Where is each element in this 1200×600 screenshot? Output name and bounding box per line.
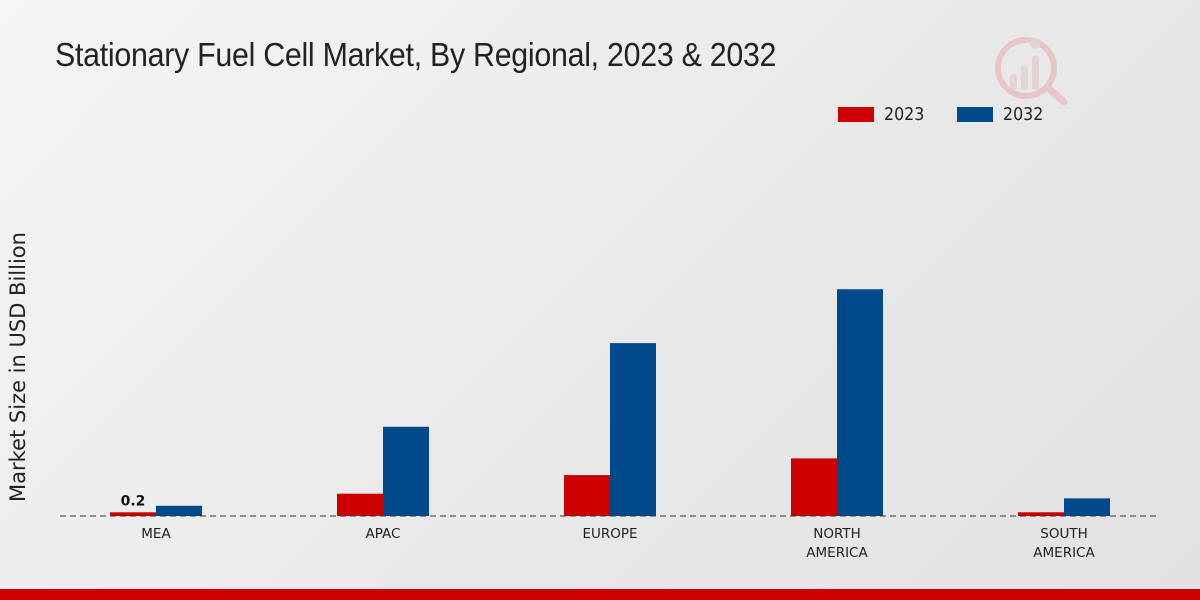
- x-tick-label-4: SOUTH AMERICA: [1033, 526, 1095, 561]
- bar-2032-3: [837, 289, 883, 516]
- x-tick-label-0: MEA: [141, 526, 171, 542]
- x-tick-label-1: APAC: [366, 526, 401, 542]
- bar-2032-1: [383, 426, 429, 516]
- footer-bar: [0, 589, 1200, 600]
- bar-2023-1: [337, 493, 383, 516]
- bar-2032-2: [610, 343, 656, 516]
- legend-swatch-2032: [957, 107, 993, 122]
- bar-2023-0: [110, 512, 156, 516]
- bar-2032-0: [156, 505, 202, 516]
- x-tick-label-3: NORTH AMERICA: [806, 526, 868, 561]
- bar-2023-3: [791, 458, 837, 516]
- data-label-0: 0.2: [121, 493, 146, 509]
- legend-label-2032: 2032: [1003, 104, 1044, 125]
- bar-2023-4: [1018, 512, 1064, 516]
- legend-item-2023: 2023: [838, 104, 930, 125]
- legend-swatch-2023: [838, 107, 874, 122]
- legend-label-2023: 2023: [884, 104, 925, 125]
- chart-title: Stationary Fuel Cell Market, By Regional…: [55, 36, 777, 73]
- x-tick-label-2: EUROPE: [582, 526, 637, 542]
- market-research-logo-icon: [995, 37, 1068, 106]
- legend-item-2032: 2032: [957, 104, 1049, 125]
- bar-2023-2: [564, 475, 610, 516]
- bar-2032-4: [1064, 498, 1110, 516]
